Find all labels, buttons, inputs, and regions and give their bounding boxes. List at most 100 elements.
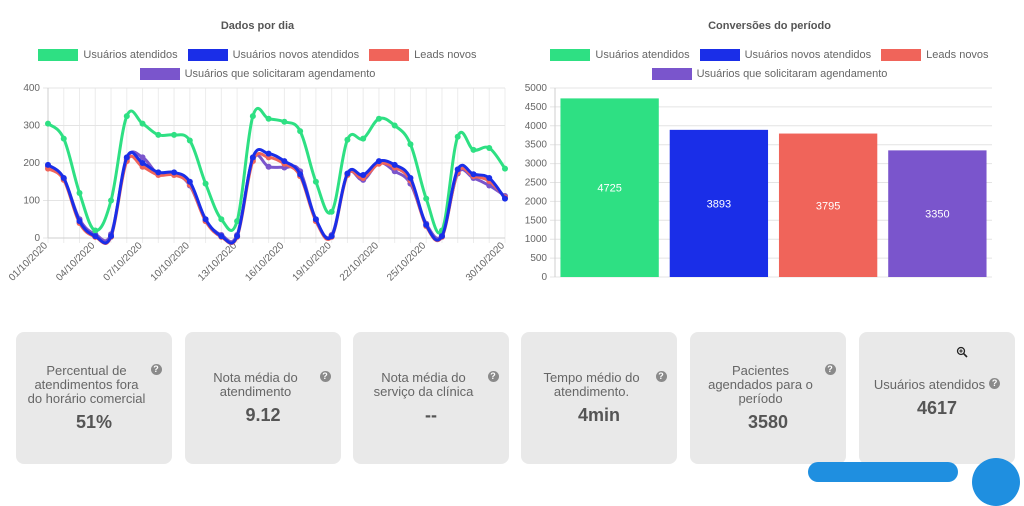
legend-item-scheduling-requests[interactable]: Usuários que solicitaram agendamento [651, 68, 888, 80]
legend-item-users-attended[interactable]: Usuários atendidos [38, 49, 178, 61]
y-tick-label: 500 [530, 253, 547, 264]
zoom-in-icon[interactable] [956, 346, 968, 358]
metric-card-service-rating: Nota média do atendimento ? 9.12 [185, 332, 341, 464]
data-point [265, 115, 272, 122]
legend-swatch [139, 68, 180, 80]
data-point [45, 120, 51, 127]
legend-item-new-users-attended[interactable]: Usuários novos atendidos [699, 49, 872, 61]
x-tick-label: 04/10/2020 [54, 240, 97, 283]
legend-item-new-leads[interactable]: Leads novos [881, 49, 989, 61]
data-point [139, 160, 146, 166]
legend-label: Leads novos [414, 49, 477, 61]
question-circle-icon[interactable]: ? [655, 370, 667, 382]
data-point [375, 158, 382, 165]
data-point [202, 216, 209, 223]
data-point [407, 141, 414, 148]
data-point [60, 175, 67, 181]
y-tick-label: 0 [34, 233, 40, 244]
data-point [249, 154, 256, 161]
y-tick-label: 3500 [525, 140, 548, 151]
question-circle-icon[interactable]: ? [989, 377, 1001, 389]
data-point [123, 154, 130, 161]
floating-action-button[interactable] [808, 462, 958, 482]
legend-label: Usuários novos atendidos [744, 49, 872, 61]
data-point [76, 190, 83, 196]
y-tick-label: 5000 [525, 83, 548, 94]
legend-label: Usuários que solicitaram agendamento [696, 68, 888, 80]
bar [778, 133, 878, 277]
y-tick-label: 1500 [525, 215, 548, 226]
data-point [470, 171, 477, 178]
card-value: 4min [577, 404, 620, 425]
data-point [123, 113, 130, 120]
y-tick-label: 4000 [525, 121, 548, 132]
data-point [312, 178, 319, 185]
data-point [470, 146, 477, 153]
data-point [502, 165, 508, 172]
series-0 [45, 107, 508, 235]
legend-swatch [369, 49, 410, 61]
data-point [438, 233, 445, 240]
question-circle-icon[interactable]: ? [487, 370, 499, 382]
metric-card-scheduled-patients: Pacientes agendados para o período ? 358… [690, 332, 846, 464]
data-point [155, 169, 162, 176]
data-point [108, 197, 115, 204]
data-point [45, 161, 51, 168]
legend-label: Usuários atendidos [83, 49, 178, 61]
data-point [281, 158, 288, 165]
data-point [360, 172, 367, 178]
bar-value-label: 4725 [597, 183, 621, 195]
data-point [155, 131, 162, 138]
metric-card-clinic-rating: Nota média do serviço da clínica ? -- [353, 332, 509, 464]
y-tick-label: 400 [23, 83, 40, 94]
legend-label: Usuários novos atendidos [232, 49, 360, 61]
legend-item-users-attended[interactable]: Usuários atendidos [550, 49, 690, 61]
data-point [486, 175, 493, 181]
data-point [328, 208, 335, 215]
data-point [218, 216, 225, 223]
y-tick-label: 300 [23, 121, 40, 132]
question-circle-icon[interactable]: ? [150, 363, 162, 375]
x-tick-label: 22/10/2020 [338, 240, 381, 283]
data-point [202, 180, 209, 187]
y-tick-label: 100 [23, 196, 40, 207]
data-point [328, 233, 335, 240]
data-point [454, 166, 461, 173]
bar-value-label: 3795 [816, 200, 840, 212]
data-point [265, 163, 272, 170]
y-tick-label: 0 [541, 272, 547, 283]
x-tick-label: 10/10/2020 [149, 240, 192, 283]
legend-swatch [187, 49, 228, 61]
data-point [391, 122, 398, 129]
line-chart-plot: 0 100 200 300 400 01/10/2020 04/10/2020 07/10/2… [7, 83, 508, 284]
question-circle-icon[interactable]: ? [319, 370, 331, 382]
question-circle-icon[interactable]: ? [824, 363, 836, 375]
data-point [375, 115, 382, 122]
data-point [281, 118, 288, 125]
card-title: Nota média do serviço da clínica [373, 369, 474, 399]
data-point [454, 133, 461, 140]
legend-label: Leads novos [926, 49, 989, 61]
legend-item-new-users-attended[interactable]: Usuários novos atendidos [187, 49, 360, 61]
legend-swatch [550, 49, 591, 61]
metric-card-off-hours: Percentual de atendimentos fora do horár… [16, 332, 172, 464]
metric-card-response-time: Tempo médio do atendimento. ? 4min [521, 332, 677, 464]
legend-item-scheduling-requests[interactable]: Usuários que solicitaram agendamento [139, 68, 375, 80]
period-conversions-chart: Conversões do período Usuários atendidos… [515, 0, 1024, 300]
card-title: Nota média do atendimento [213, 369, 298, 399]
card-title: Usuários atendidos [873, 376, 986, 392]
bar-chart-legend: Usuários atendidos Usuários novos atendi… [515, 47, 1024, 85]
x-tick-label: 16/10/2020 [243, 240, 286, 283]
y-tick-label: 2000 [525, 196, 548, 207]
chat-launcher-button[interactable] [972, 458, 1020, 506]
legend-label: Usuários atendidos [595, 49, 690, 61]
y-tick-label: 1000 [525, 234, 548, 245]
data-point [108, 233, 115, 240]
data-point [186, 178, 193, 185]
series-1 [45, 147, 508, 245]
data-point [139, 154, 146, 161]
x-tick-label: 30/10/2020 [464, 240, 507, 283]
legend-item-new-leads[interactable]: Leads novos [369, 49, 477, 61]
data-point [186, 137, 193, 144]
line-chart-legend: Usuários atendidos Usuários novos atendi… [0, 47, 515, 85]
